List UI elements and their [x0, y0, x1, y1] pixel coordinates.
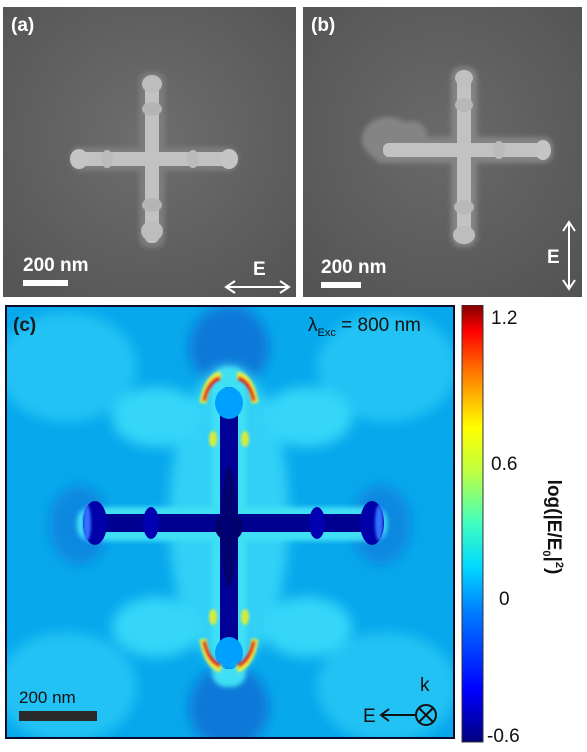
scalebar-label-a: 200 nm — [23, 255, 88, 276]
wavevector-into-page-icon — [415, 704, 437, 726]
nanocross-field — [77, 367, 387, 687]
colorbar-label-superscript: 2 — [553, 562, 565, 568]
scalebar-label-c: 200 nm — [19, 688, 76, 707]
panel-label-a: (a) — [11, 15, 34, 36]
field-map: (c) λExc = 800 nm 200 nm k E — [7, 307, 453, 737]
polarization-arrow-a — [224, 280, 291, 294]
colorbar-svg: 1.2 0.6 0 -0.6 log(|E/E0|2) — [461, 304, 565, 747]
polarization-label-b: E — [547, 247, 560, 268]
field-background — [7, 307, 453, 737]
panel-label-b: (b) — [311, 15, 335, 36]
excitation-symbol: λ — [308, 315, 318, 336]
excitation-subscript: Exc — [318, 327, 337, 339]
sem-image-b: (b) 200 nm E — [303, 7, 582, 297]
colorbar-tick-max: 1.2 — [491, 308, 517, 329]
colorbar-tick-zero: 0 — [499, 589, 510, 610]
sem-image-a: (a) 200 nm E — [3, 7, 296, 297]
scalebar-b — [321, 282, 361, 288]
hotspots — [83, 371, 383, 673]
colorbar-label: log(|E/E0|2) — [540, 480, 565, 575]
panel-b: (b) 200 nm E — [303, 7, 582, 297]
colorbar-label-close: ) — [543, 568, 564, 574]
scalebar-label-b: 200 nm — [321, 257, 386, 278]
nanocross-b — [362, 67, 553, 247]
polarization-label-c: E — [363, 706, 376, 727]
polarization-arrow-c — [379, 708, 415, 722]
panel-label-c: (c) — [13, 315, 36, 336]
scalebar-a — [23, 280, 68, 286]
excitation-label: λExc = 800 nm — [308, 315, 421, 339]
panel-c: (c) λExc = 800 nm 200 nm k E — [5, 305, 455, 739]
panel-a: (a) 200 nm E — [3, 7, 296, 297]
colorbar-gradient — [461, 304, 484, 743]
colorbar-label-subscript: 0 — [540, 550, 552, 556]
colorbar: 1.2 0.6 0 -0.6 log(|E/E0|2) — [455, 304, 587, 747]
colorbar-label-bar: | — [543, 557, 564, 562]
nanocross-a — [70, 72, 238, 248]
polarization-label-a: E — [253, 259, 266, 280]
colorbar-tick-min: -0.6 — [487, 726, 520, 747]
colorbar-tick-mid: 0.6 — [491, 454, 517, 475]
wavevector-label: k — [420, 675, 430, 696]
colorbar-label-main: log(|E/E — [543, 480, 564, 551]
polarization-arrow-b — [562, 220, 576, 291]
scalebar-c — [19, 711, 97, 721]
excitation-value: = 800 nm — [336, 315, 421, 336]
